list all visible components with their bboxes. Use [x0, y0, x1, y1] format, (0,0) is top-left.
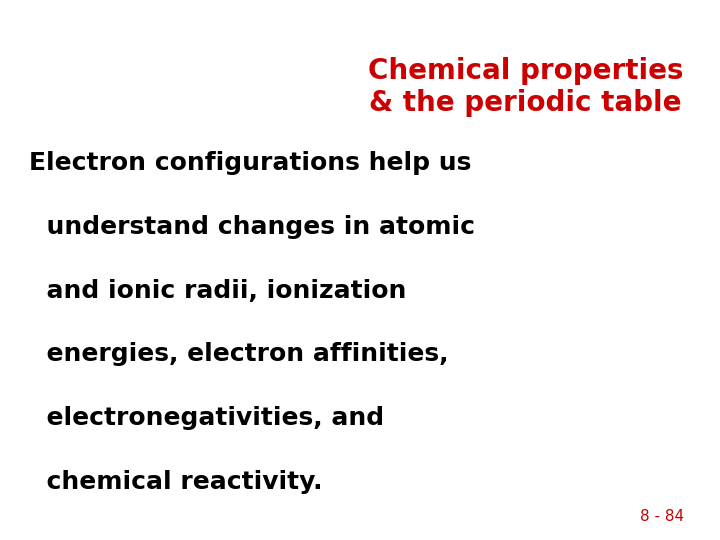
Text: electronegativities, and: electronegativities, and	[29, 406, 384, 430]
Text: understand changes in atomic: understand changes in atomic	[29, 215, 474, 239]
Text: 8 - 84: 8 - 84	[640, 509, 685, 524]
Text: energies, electron affinities,: energies, electron affinities,	[29, 342, 449, 366]
Text: chemical reactivity.: chemical reactivity.	[29, 470, 323, 494]
Text: Electron configurations help us: Electron configurations help us	[29, 151, 471, 175]
Text: and ionic radii, ionization: and ionic radii, ionization	[29, 279, 406, 302]
Text: Chemical properties
& the periodic table: Chemical properties & the periodic table	[368, 57, 683, 117]
